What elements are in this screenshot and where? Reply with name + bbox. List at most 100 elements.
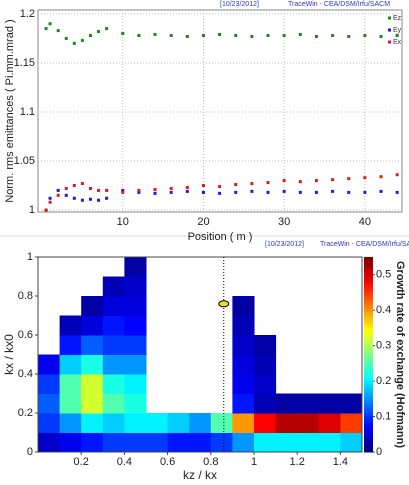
x-tick-label: 10 — [117, 216, 129, 228]
heat-cell — [254, 393, 277, 414]
heat-cell — [167, 432, 190, 453]
colorbar-step — [364, 445, 373, 450]
data-point — [169, 33, 173, 37]
data-point — [105, 196, 109, 200]
colorbar-step — [364, 361, 373, 365]
colorbar-step — [364, 370, 373, 375]
data-point — [234, 190, 238, 194]
data-point — [44, 208, 48, 212]
data-point — [137, 190, 141, 194]
data-point — [97, 188, 101, 192]
colorbar-step — [364, 296, 373, 300]
y-tick-label: 0 — [27, 446, 33, 458]
colorbar-step — [364, 439, 373, 443]
colorbar-tick-label: 0 — [376, 446, 382, 458]
data-point — [80, 182, 84, 186]
y-tick-label: 1 — [27, 251, 33, 263]
heat-cell — [210, 432, 233, 453]
x-tick-label: 20 — [197, 216, 209, 228]
colorbar-step — [364, 266, 373, 271]
heat-cell — [81, 374, 104, 394]
data-point — [266, 190, 270, 194]
x-tick-label: 0.2 — [74, 456, 89, 468]
heat-cell — [297, 393, 320, 414]
heat-cell — [232, 296, 255, 316]
data-point — [97, 198, 101, 202]
colorbar-step — [364, 380, 373, 385]
x-tick-label: 1 — [251, 456, 257, 468]
heat-cell — [81, 296, 104, 316]
data-point — [72, 184, 76, 188]
colorbar-step — [364, 383, 373, 388]
data-point — [282, 179, 286, 183]
data-point — [72, 196, 76, 200]
colorbar-step — [364, 276, 373, 281]
data-point — [48, 200, 52, 204]
heat-cell — [81, 393, 104, 414]
heat-cell — [167, 413, 190, 433]
colorbar-step — [364, 448, 373, 453]
data-point — [64, 193, 68, 197]
colorbar-step — [364, 435, 373, 440]
colorbar-step — [364, 344, 373, 349]
x-tick-label: 1.2 — [290, 456, 305, 468]
heat-cell — [124, 335, 147, 355]
heat-cell — [102, 432, 125, 453]
heat-cell — [102, 296, 125, 316]
data-point — [121, 32, 125, 36]
colorbar-step — [364, 400, 373, 404]
colorbar-step — [364, 364, 373, 368]
heat-cell — [124, 276, 147, 297]
data-point — [153, 33, 157, 37]
legend-label: Ez — [393, 15, 402, 22]
heat-cell — [124, 393, 147, 414]
data-point — [331, 189, 335, 193]
data-point — [80, 198, 84, 202]
heat-cell — [38, 432, 61, 453]
data-point — [250, 34, 254, 38]
colorbar-tick-label: 0.2 — [376, 375, 391, 387]
data-point — [314, 190, 318, 194]
data-point — [64, 186, 68, 190]
heat-cell — [102, 276, 125, 297]
colorbar-step — [364, 354, 373, 359]
colorbar-tick-label: 0.1 — [376, 410, 391, 422]
heat-cell — [146, 413, 169, 433]
colorbar-step — [364, 257, 373, 261]
colorbar-step — [364, 341, 373, 346]
heat-cell — [102, 335, 125, 355]
data-point — [363, 176, 367, 180]
data-point — [185, 189, 189, 193]
data-point — [88, 186, 92, 190]
data-point — [121, 188, 125, 192]
colorbar-step — [364, 406, 373, 411]
data-point — [347, 177, 351, 181]
data-point — [282, 189, 286, 193]
colorbar-step — [364, 387, 373, 391]
legend-label: Ex — [393, 39, 402, 46]
x-axis-label: kz / kx — [183, 468, 217, 482]
source: TraceWin - CEA/DSM/Irfu/SACM — [320, 241, 409, 248]
data-point — [201, 33, 205, 37]
heat-cell — [232, 413, 255, 433]
x-tick-label: 1.4 — [333, 456, 348, 468]
data-point — [72, 41, 76, 45]
data-point — [395, 33, 399, 37]
data-point — [201, 184, 205, 188]
heat-cell — [59, 374, 82, 394]
data-point — [363, 33, 367, 37]
heat-cell — [38, 354, 61, 375]
legend-swatch — [388, 16, 391, 20]
heat-cell — [340, 432, 363, 453]
heat-cell — [81, 432, 104, 453]
heat-cell — [81, 413, 104, 433]
colorbar-step — [364, 422, 373, 427]
colorbar-step — [364, 331, 373, 336]
data-point — [363, 190, 367, 194]
data-point — [395, 190, 399, 194]
heat-cell — [81, 315, 104, 336]
heat-cell — [38, 374, 61, 394]
legend-swatch — [388, 28, 391, 32]
y-axis-label: Norm. rms emittances ( Pi.mm.mrad ) — [4, 19, 16, 202]
heat-cell — [59, 432, 82, 453]
